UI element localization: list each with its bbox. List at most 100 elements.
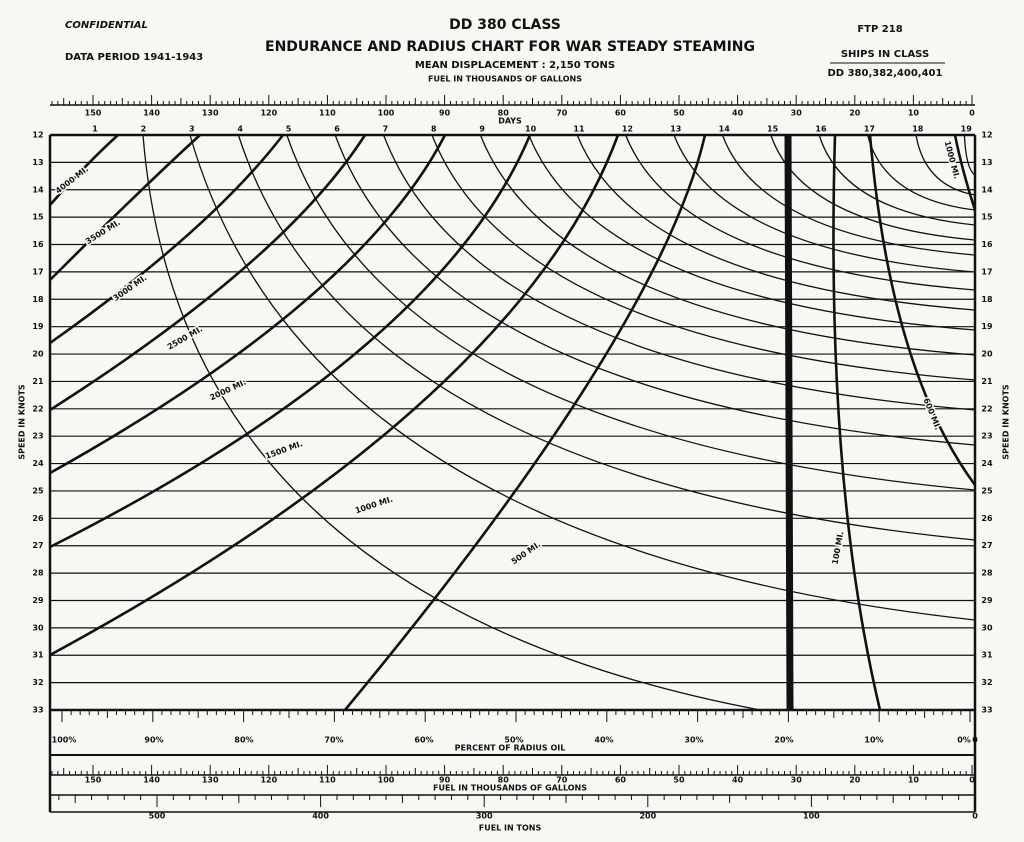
- percent-label: 60%: [414, 736, 433, 745]
- day-label: 8: [431, 125, 437, 134]
- day-curve: [528, 134, 976, 331]
- day-curve: [673, 134, 976, 273]
- speed-label: 16: [32, 240, 44, 249]
- speed-label: 25: [981, 486, 993, 495]
- gallons-label: 50: [673, 109, 685, 118]
- day-label: 12: [622, 125, 633, 134]
- radius-curve: [49, 134, 119, 206]
- gallons-label: 60: [615, 109, 627, 118]
- days-title: DAYS: [498, 117, 522, 126]
- class-name: DD 380 CLASS: [449, 17, 561, 33]
- speed-label: 26: [32, 514, 44, 523]
- day-label: 13: [670, 125, 681, 134]
- gallons-label: 70: [556, 109, 568, 118]
- gallons-label: 100: [378, 109, 395, 118]
- speed-label: 14: [981, 185, 993, 194]
- gallons-label: 40: [732, 776, 744, 785]
- percent-label: 90%: [144, 736, 163, 745]
- gallons-label: 110: [319, 776, 336, 785]
- day-label: 16: [815, 125, 827, 134]
- day-label: 15: [767, 125, 779, 134]
- speed-label: 33: [981, 706, 992, 715]
- speed-label: 27: [981, 541, 992, 550]
- day-curve: [382, 134, 976, 411]
- percent-label: 20%: [774, 736, 793, 745]
- displacement: MEAN DISPLACEMENT : 2,150 TONS: [415, 60, 615, 71]
- speed-label: 29: [981, 596, 993, 605]
- day-curve: [237, 134, 976, 541]
- radius-curve: [49, 134, 201, 281]
- day-label: 18: [912, 125, 924, 134]
- bottom-gallons-title: FUEL IN THOUSANDS OF GALLONS: [433, 784, 587, 793]
- speed-label: 23: [981, 432, 992, 441]
- tons-label: 100: [803, 812, 820, 821]
- day-label: 9: [479, 125, 485, 134]
- data-period: DATA PERIOD 1941-1943: [65, 52, 203, 63]
- percent-label: 100%: [52, 736, 77, 745]
- gallons-label: 20: [849, 109, 861, 118]
- gallons-label: 30: [791, 776, 803, 785]
- radius-curve: [49, 134, 447, 475]
- gallons-label: 30: [791, 109, 803, 118]
- day-label: 10: [525, 125, 537, 134]
- day-curve: [624, 134, 976, 291]
- speed-label: 13: [981, 158, 992, 167]
- gallons-label: 130: [202, 776, 219, 785]
- curve-label: 3500 MI.: [84, 218, 122, 246]
- gallons-label: 70: [556, 776, 568, 785]
- speed-label: 30: [32, 623, 44, 632]
- tons-label: 200: [639, 812, 656, 821]
- day-curve: [721, 134, 976, 256]
- day-curve: [915, 134, 976, 196]
- percent-label: 80%: [234, 736, 253, 745]
- gallons-label: 140: [143, 109, 160, 118]
- speed-label: 12: [981, 131, 992, 140]
- speed-label: 13: [32, 158, 43, 167]
- top-scale-title: FUEL IN THOUSANDS OF GALLONS: [428, 75, 582, 84]
- form-number: FTP 218: [857, 24, 902, 35]
- day-curve: [866, 134, 976, 211]
- classification: CONFIDENTIAL: [65, 20, 148, 31]
- speed-label: 26: [981, 514, 993, 523]
- gallons-label: 10: [908, 109, 920, 118]
- curve-label: 3000 MI.: [111, 273, 148, 303]
- speed-label: 17: [32, 267, 43, 276]
- percent-label: 40%: [594, 736, 613, 745]
- curve-label: 4000 MI.: [54, 164, 90, 195]
- speed-label: 20: [981, 350, 993, 359]
- speed-label: 31: [981, 651, 993, 660]
- gallons-label: 60: [615, 776, 627, 785]
- speed-label: 30: [981, 623, 993, 632]
- day-curve: [963, 134, 976, 176]
- gallons-label: 150: [85, 776, 102, 785]
- gallons-label: 0: [969, 109, 975, 118]
- tons-label: 0: [972, 812, 978, 821]
- speed-label: 32: [981, 678, 992, 687]
- speed-label: 15: [981, 213, 993, 222]
- percent-title: PERCENT OF RADIUS OIL: [455, 744, 566, 753]
- speed-label: 19: [32, 322, 44, 331]
- day-label: 17: [864, 125, 875, 134]
- speed-label: 27: [32, 541, 43, 550]
- title: ENDURANCE AND RADIUS CHART FOR WAR STEAD…: [265, 39, 755, 55]
- day-curve: [189, 134, 976, 621]
- speed-label: 23: [32, 432, 43, 441]
- speed-label: 33: [32, 706, 43, 715]
- speed-label: 29: [32, 596, 44, 605]
- speed-label: 28: [981, 569, 993, 578]
- speed-title: SPEED IN KNOTS: [18, 384, 27, 460]
- gallons-label: 100: [378, 776, 395, 785]
- gallons-label: 120: [260, 776, 277, 785]
- speed-title: SPEED IN KNOTS: [1002, 384, 1011, 460]
- gallons-label: 90: [439, 109, 451, 118]
- day-label: 1: [92, 125, 98, 134]
- gallons-label: 80: [498, 776, 510, 785]
- day-label: 7: [383, 125, 389, 134]
- day-label: 19: [961, 125, 973, 134]
- speed-label: 25: [32, 486, 44, 495]
- speed-label: 28: [32, 569, 44, 578]
- day-label: 11: [573, 125, 585, 134]
- gallons-label: 120: [260, 109, 277, 118]
- percent-label: 0%: [957, 736, 971, 745]
